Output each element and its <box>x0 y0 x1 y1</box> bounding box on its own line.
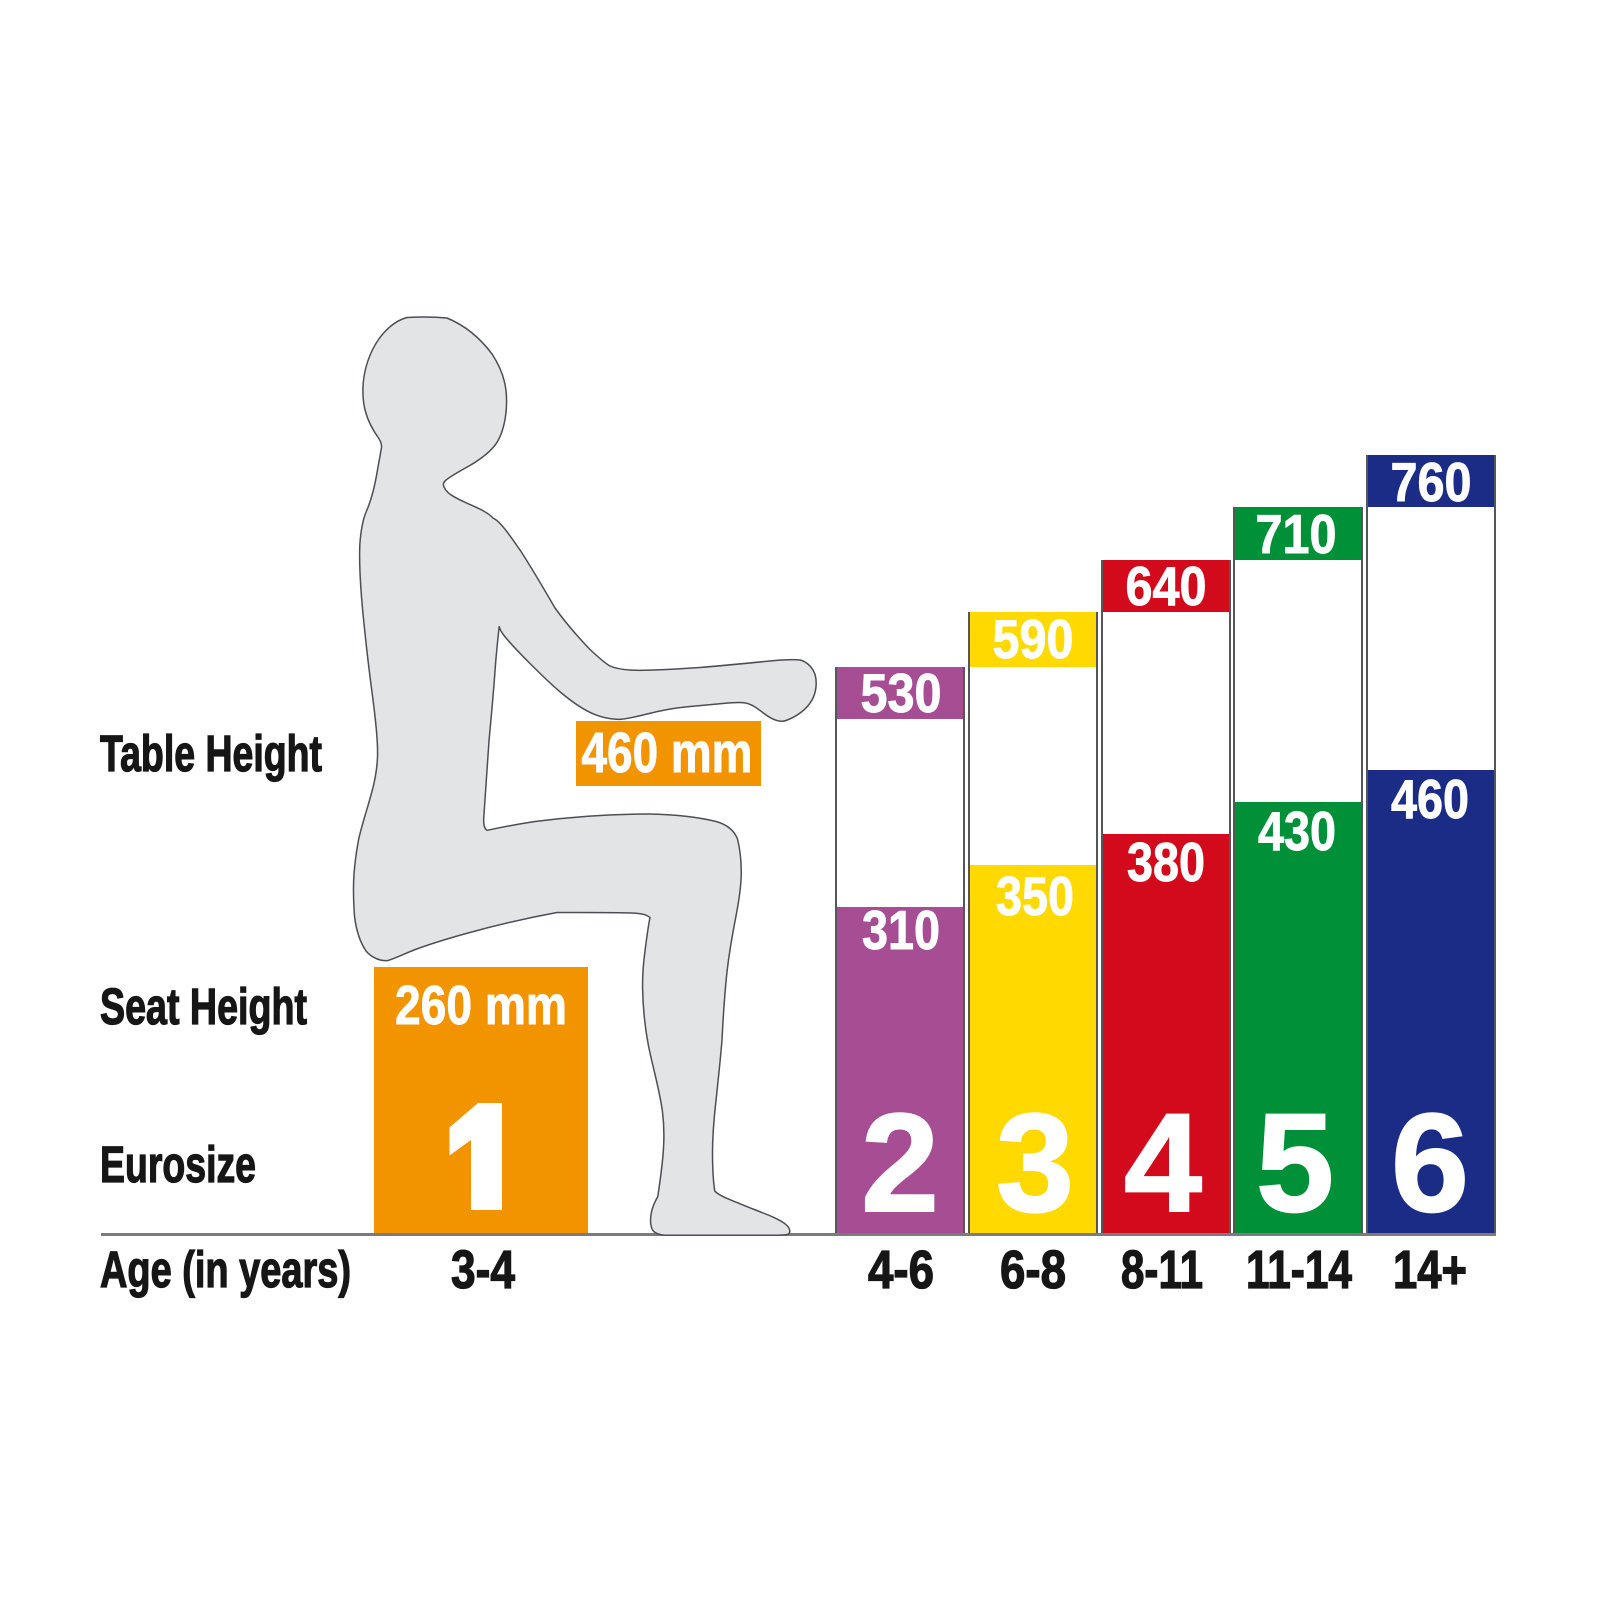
svg-text:760: 760 <box>1391 451 1472 513</box>
svg-text:Eurosize: Eurosize <box>100 1136 256 1193</box>
svg-text:3: 3 <box>996 1084 1074 1241</box>
svg-text:3-4: 3-4 <box>451 1240 515 1300</box>
svg-text:14+: 14+ <box>1393 1240 1467 1300</box>
svg-text:530: 530 <box>861 662 942 724</box>
svg-text:5: 5 <box>1256 1084 1334 1241</box>
svg-text:260 mm: 260 mm <box>395 974 567 1036</box>
svg-text:6-8: 6-8 <box>1000 1240 1066 1300</box>
svg-text:460: 460 <box>1391 768 1469 830</box>
svg-text:590: 590 <box>993 608 1074 670</box>
svg-text:640: 640 <box>1126 555 1207 617</box>
svg-text:710: 710 <box>1256 503 1337 565</box>
svg-text:8-11: 8-11 <box>1121 1240 1203 1300</box>
svg-text:Table Height: Table Height <box>100 725 322 782</box>
svg-text:4: 4 <box>1124 1084 1202 1241</box>
svg-text:Age (in years): Age (in years) <box>100 1241 351 1298</box>
svg-text:310: 310 <box>862 899 940 961</box>
svg-text:4-6: 4-6 <box>868 1240 934 1300</box>
svg-text:Seat Height: Seat Height <box>100 978 307 1035</box>
svg-text:460 mm: 460 mm <box>582 721 753 785</box>
svg-text:350: 350 <box>996 865 1074 927</box>
svg-text:430: 430 <box>1258 800 1336 862</box>
svg-text:6: 6 <box>1391 1084 1469 1241</box>
svg-text:11-14: 11-14 <box>1246 1240 1352 1300</box>
svg-text:380: 380 <box>1127 831 1205 893</box>
svg-text:2: 2 <box>861 1084 939 1241</box>
